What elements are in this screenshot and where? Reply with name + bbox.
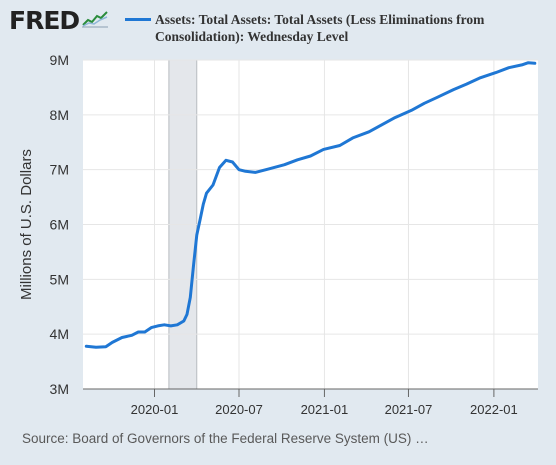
x-tick-label: 2020-01	[131, 402, 179, 417]
legend-swatch	[125, 18, 151, 21]
x-tick-label: 2022-01	[470, 402, 518, 417]
y-tick-label: 7M	[50, 162, 69, 178]
legend-label[interactable]: Assets: Total Assets: Total Assets (Less…	[155, 12, 485, 44]
fred-logo-text: FRED	[9, 6, 80, 35]
y-tick-label: 6M	[50, 217, 69, 233]
y-tick-label: 8M	[50, 107, 69, 123]
y-tick-label: 3M	[50, 381, 69, 397]
y-axis-label: Millions of U.S. Dollars	[18, 149, 35, 300]
x-tick-label: 2021-01	[301, 402, 349, 417]
y-tick-label: 4M	[50, 326, 69, 342]
y-tick-label: 5M	[50, 271, 69, 287]
x-tick-label: 2021-07	[385, 402, 433, 417]
chart-legend: Assets: Total Assets: Total Assets (Less…	[125, 11, 545, 45]
source-note: Source: Board of Governors of the Federa…	[22, 431, 429, 446]
y-tick-label: 9M	[50, 52, 69, 68]
fred-logo[interactable]: FRED	[9, 6, 109, 35]
line-chart-icon	[82, 10, 109, 33]
x-tick-label: 2020-07	[215, 402, 263, 417]
